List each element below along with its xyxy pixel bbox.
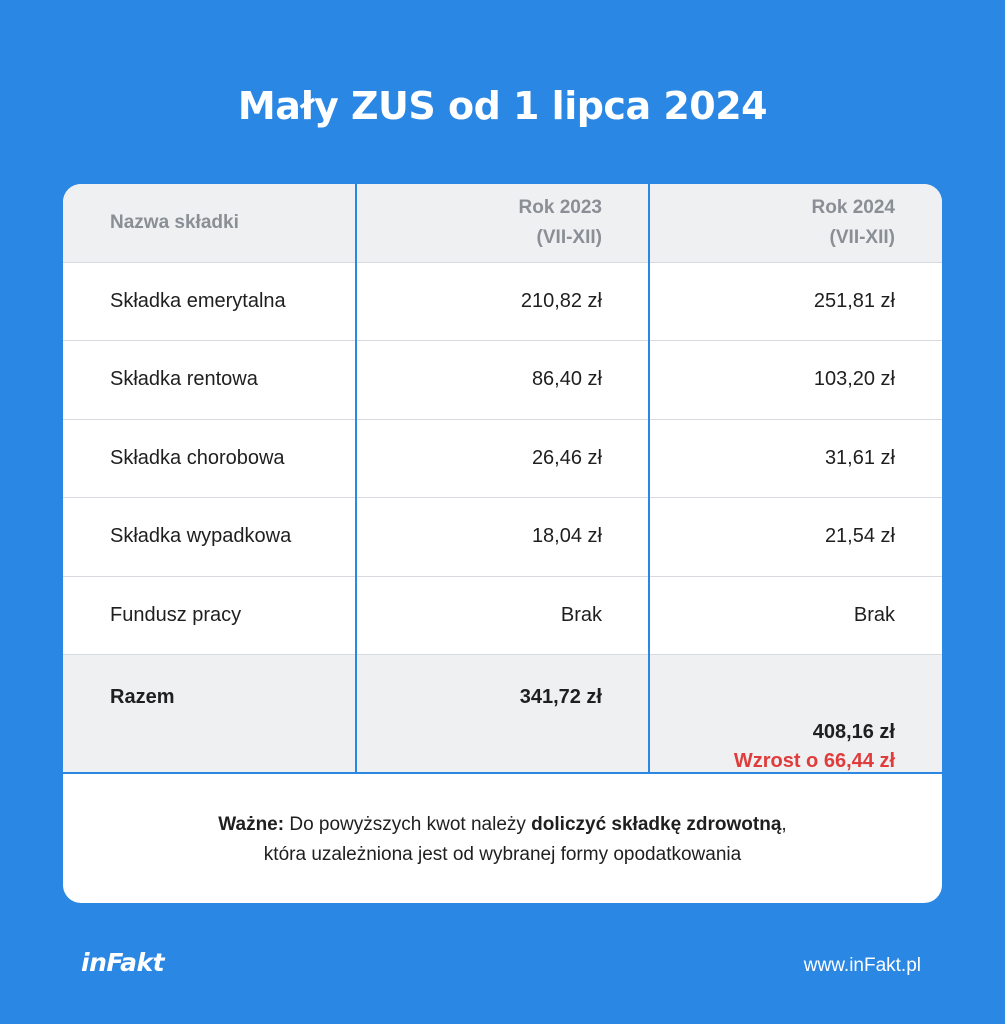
contributions-card: Nazwa składki Rok 2023 (VII-XII) Rok 202… (63, 184, 942, 903)
total-2024-value: 408,16 zł (812, 721, 895, 743)
table-header: Nazwa składki Rok 2023 (VII-XII) Rok 202… (63, 184, 942, 262)
row-2024: 31,61 zł (824, 447, 895, 469)
column-divider (355, 184, 357, 773)
header-2023-year: Rok 2023 (518, 197, 602, 218)
row-2024: 103,20 zł (813, 368, 895, 390)
row-2023: 18,04 zł (531, 525, 602, 547)
row-name: Fundusz pracy (110, 604, 242, 626)
total-2024: 408,16 zł Wzrost o 66,44 zł (650, 655, 895, 773)
row-2023: 210,82 zł (520, 290, 602, 312)
row-2024: Brak (853, 604, 895, 626)
note-text-b: , (781, 814, 787, 835)
header-2024: Rok 2024 (VII-XII) (650, 184, 895, 262)
table-bottom-divider (63, 772, 942, 774)
website-link[interactable]: www.inFakt.pl (803, 955, 921, 976)
header-name: Nazwa składki (110, 212, 239, 233)
row-name: Składka rentowa (110, 368, 258, 390)
infakt-logo: inFakt (81, 948, 165, 977)
table-row: Fundusz pracy Brak Brak (63, 576, 942, 654)
header-2024-period: (VII-XII) (829, 227, 895, 248)
row-name: Składka emerytalna (110, 290, 286, 312)
increase-badge: Wzrost o 66,44 zł (733, 750, 895, 772)
table-row: Składka rentowa 86,40 zł 103,20 zł (63, 340, 942, 418)
row-name: Składka wypadkowa (110, 525, 292, 547)
total-label: Razem (110, 686, 175, 708)
header-2023-period: (VII-XII) (536, 227, 602, 248)
header-2024-year: Rok 2024 (811, 197, 895, 218)
column-divider (648, 184, 650, 773)
table-row: Składka chorobowa 26,46 zł 31,61 zł (63, 419, 942, 497)
contributions-table: Nazwa składki Rok 2023 (VII-XII) Rok 202… (63, 184, 942, 774)
table-total-row: Razem 341,72 zł 408,16 zł Wzrost o 66,44… (63, 654, 942, 773)
row-2023: Brak (560, 604, 602, 626)
row-2023: 26,46 zł (531, 447, 602, 469)
row-2024: 21,54 zł (824, 525, 895, 547)
header-2023: Rok 2023 (VII-XII) (357, 184, 602, 262)
note-bold-mid: doliczyć składkę zdrowotną (531, 814, 782, 835)
table-row: Składka emerytalna 210,82 zł 251,81 zł (63, 262, 942, 340)
page-title: Mały ZUS od 1 lipca 2024 (237, 84, 768, 128)
row-2023: 86,40 zł (531, 368, 602, 390)
row-2024: 251,81 zł (813, 290, 895, 312)
note-line-1: Ważne: Do powyższych kwot należy doliczy… (63, 810, 942, 840)
note-bold-prefix: Ważne: (218, 814, 285, 835)
row-name: Składka chorobowa (110, 447, 285, 469)
table-row: Składka wypadkowa 18,04 zł 21,54 zł (63, 497, 942, 575)
note-text-a: Do powyższych kwot należy (284, 814, 532, 835)
total-2023: 341,72 zł (519, 686, 602, 708)
note-line-2: która uzależniona jest od wybranej formy… (263, 844, 742, 865)
important-note: Ważne: Do powyższych kwot należy doliczy… (63, 810, 942, 870)
